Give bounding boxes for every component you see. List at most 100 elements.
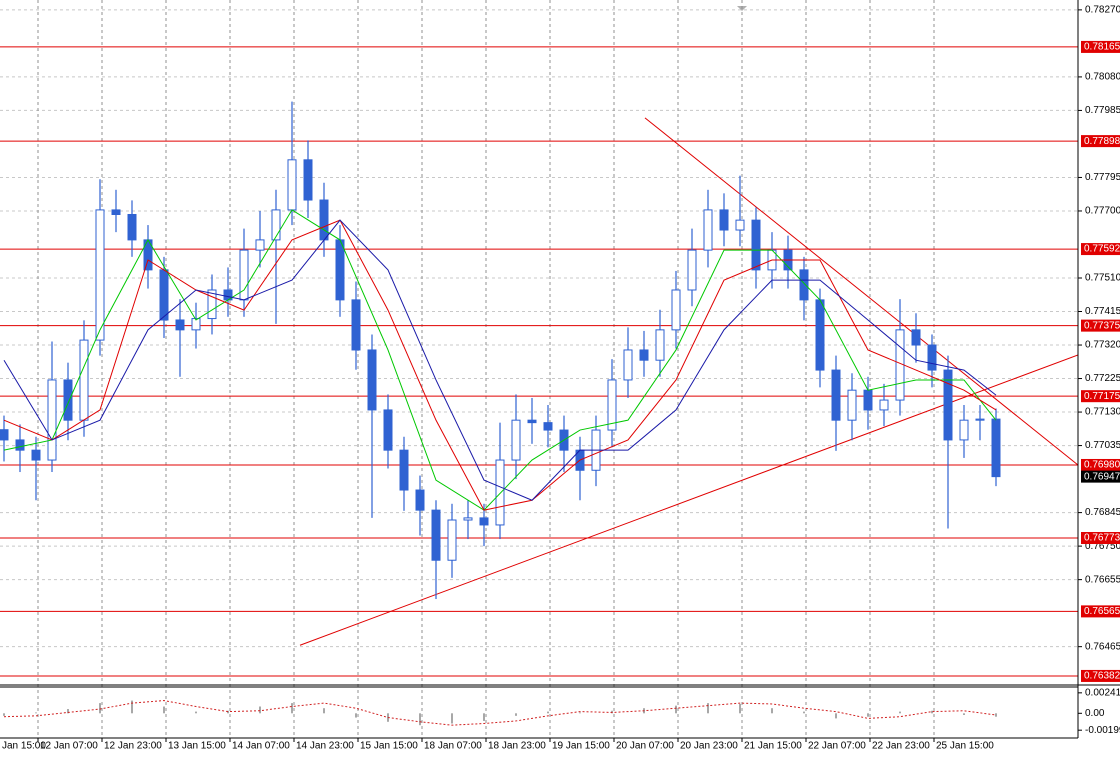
level-tag — [1081, 605, 1120, 618]
candle-body — [831, 369, 841, 421]
candle-body — [175, 319, 185, 331]
x-tick-label: 12 Jan 07:00 — [40, 741, 98, 752]
candle-body — [367, 349, 377, 411]
candle-body — [287, 159, 297, 211]
osc-bar — [483, 713, 485, 721]
candle-body — [703, 209, 713, 251]
candle-body — [207, 289, 217, 320]
candle-body — [495, 459, 505, 526]
level-label: 0.77375 — [1084, 320, 1120, 331]
osc-signal — [3, 700, 997, 726]
candle-body — [847, 389, 857, 421]
osc-bar — [739, 703, 741, 714]
osc-bar — [515, 713, 517, 716]
osc-bar — [963, 713, 965, 715]
y-tick-label: 0.77130 — [1085, 407, 1120, 418]
osc-bar — [675, 705, 677, 714]
candle-body — [751, 219, 761, 271]
osc-bar — [835, 713, 837, 719]
level-label: 0.77592 — [1084, 244, 1120, 255]
y-tick-label: 0.77700 — [1085, 206, 1120, 217]
y-tick-label: 0.77225 — [1085, 373, 1120, 384]
x-tick-label: 25 Jan 15:00 — [936, 741, 994, 752]
candle-body — [415, 489, 425, 511]
x-tick-label: 19 Jan 15:00 — [552, 741, 610, 752]
level-tag — [1081, 669, 1120, 682]
candle-body — [271, 209, 281, 241]
osc-bar — [803, 711, 805, 714]
candle-body — [911, 329, 921, 346]
candle-body — [463, 517, 473, 521]
level-label: 0.77175 — [1084, 391, 1120, 402]
y-tick-label: 0.77985 — [1085, 105, 1120, 116]
level-tag — [1081, 390, 1120, 403]
candle-body — [0, 429, 9, 441]
osc-bar — [259, 706, 261, 714]
candle-body — [335, 239, 345, 301]
candle-body — [527, 419, 537, 424]
candle-body — [15, 439, 25, 451]
y-tick-label: 0.77320 — [1085, 340, 1120, 351]
osc-y-tick-label: -0.00199 — [1085, 725, 1120, 736]
candle-body — [863, 389, 873, 411]
candle-body — [511, 419, 521, 461]
osc-bar — [99, 703, 101, 714]
y-tick-label: 0.77795 — [1085, 172, 1120, 183]
y-tick-label: 0.77510 — [1085, 273, 1120, 284]
level-label: 0.78165 — [1084, 42, 1120, 53]
candle-body — [543, 422, 553, 431]
level-tag — [1081, 243, 1120, 256]
osc-bar — [355, 713, 357, 718]
osc-bar — [579, 712, 581, 714]
candle-body — [47, 379, 57, 461]
osc-bar — [195, 711, 197, 714]
x-tick-label: Jan 15:00 — [2, 741, 46, 752]
candle-body — [111, 209, 121, 215]
candle-body — [31, 449, 41, 461]
candle-body — [95, 209, 105, 341]
osc-bar — [3, 713, 5, 716]
osc-bar — [163, 706, 165, 714]
y-tick-label: 0.77035 — [1085, 440, 1120, 451]
candle-body — [351, 299, 361, 351]
x-tick-label: 20 Jan 23:00 — [680, 741, 738, 752]
x-tick-label: 13 Jan 15:00 — [168, 741, 226, 752]
x-tick-label: 18 Jan 23:00 — [488, 741, 546, 752]
x-tick-label: 14 Jan 07:00 — [232, 741, 290, 752]
x-tick-label: 12 Jan 23:00 — [104, 741, 162, 752]
candle-body — [671, 289, 681, 331]
moving-average — [3, 209, 997, 511]
candle-body — [959, 419, 969, 441]
level-tag — [1081, 135, 1120, 148]
price-label: 0.76947 — [1084, 471, 1120, 482]
candle-body — [943, 369, 953, 441]
candle-body — [815, 299, 825, 371]
osc-bar — [867, 713, 869, 717]
x-tick-label: 22 Jan 07:00 — [808, 741, 866, 752]
candle-body — [623, 349, 633, 381]
candle-body — [383, 409, 393, 451]
osc-bar — [419, 713, 421, 726]
y-tick-label: 0.76845 — [1085, 507, 1120, 518]
level-label: 0.76980 — [1084, 460, 1120, 471]
candle-body — [607, 379, 617, 431]
osc-bar — [451, 713, 453, 724]
level-tag — [1081, 319, 1120, 332]
moving-average — [3, 219, 997, 501]
candle-body — [991, 418, 1001, 478]
osc-bar — [931, 710, 933, 714]
candle-body — [879, 399, 889, 411]
osc-bar — [707, 703, 709, 714]
osc-y-tick-label: 0.00241 — [1085, 687, 1120, 698]
y-tick-label: 0.76465 — [1085, 641, 1120, 652]
candle-body — [79, 339, 89, 421]
x-tick-label: 15 Jan 15:00 — [360, 741, 418, 752]
candle-body — [719, 209, 729, 231]
osc-bar — [35, 712, 37, 714]
y-tick-label: 0.77415 — [1085, 306, 1120, 317]
y-tick-label: 0.78080 — [1085, 72, 1120, 83]
x-tick-label: 20 Jan 07:00 — [616, 741, 674, 752]
candle-body — [975, 418, 985, 421]
osc-bar — [995, 713, 997, 717]
